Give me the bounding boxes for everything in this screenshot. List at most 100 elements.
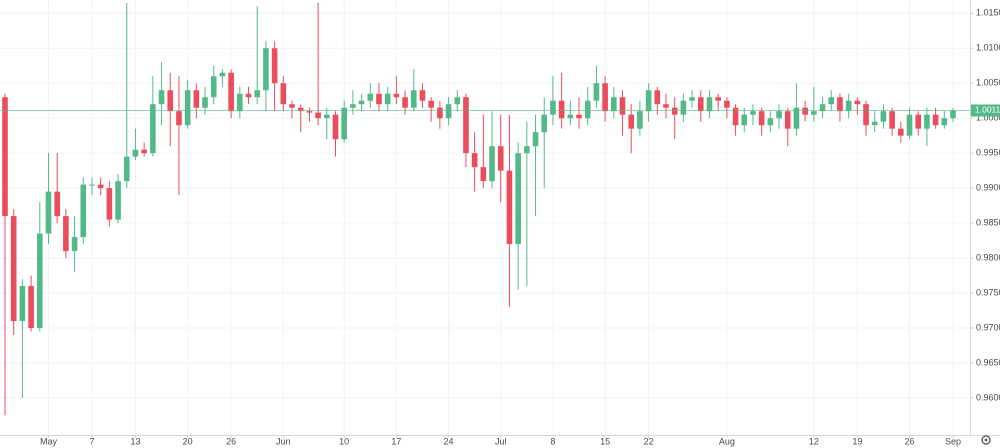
candle-body — [289, 104, 295, 108]
candle-body — [532, 132, 539, 147]
candle-body — [71, 237, 78, 252]
candle-body — [454, 97, 461, 105]
candle-body — [123, 156, 130, 182]
candle-body — [645, 90, 652, 112]
candle-body — [176, 111, 182, 126]
x-tick-label: 15 — [600, 436, 610, 446]
candle-body — [158, 90, 165, 105]
candle-body — [689, 97, 695, 101]
candle-body — [715, 97, 721, 101]
candle-body — [924, 114, 930, 129]
candle-body — [741, 114, 748, 126]
candle-body — [584, 100, 591, 119]
candle-body — [880, 111, 887, 122]
x-tick-label: 12 — [809, 436, 819, 446]
candle-body — [758, 111, 765, 126]
candle-body — [732, 107, 739, 126]
candle-body — [376, 93, 382, 105]
candle-body — [341, 107, 347, 140]
x-tick-label: Sep — [945, 436, 961, 446]
candle-body — [541, 114, 548, 133]
x-tick-label: 17 — [391, 436, 401, 446]
candle-body — [63, 216, 69, 252]
x-tick-label: 10 — [339, 436, 349, 446]
y-tick-label: 1.0150 — [976, 8, 1000, 18]
x-tick-label: Aug — [719, 436, 735, 446]
settings-icon[interactable] — [981, 435, 991, 445]
candle-body — [845, 100, 852, 112]
candle-body — [141, 149, 147, 154]
candle-body — [323, 114, 330, 119]
x-tick-label: 26 — [905, 436, 915, 446]
candle-body — [489, 146, 495, 182]
candle-body — [871, 121, 878, 126]
candle-body — [263, 48, 269, 91]
candle-body — [628, 114, 635, 129]
candle-body — [306, 111, 313, 113]
candle-body — [906, 114, 913, 136]
candle-body — [750, 111, 756, 115]
candle-body — [254, 90, 261, 98]
candle-body — [480, 167, 487, 182]
last-price-label: 1.0011 — [975, 105, 1000, 115]
candle-body — [228, 72, 234, 112]
candle-body — [471, 153, 478, 168]
candle-body — [350, 104, 356, 108]
candle-body — [567, 114, 574, 119]
candle-body — [428, 100, 434, 108]
candle-body — [767, 118, 774, 126]
candle-body — [445, 104, 452, 119]
candle-body — [2, 97, 8, 217]
x-tick-label: 7 — [89, 436, 94, 446]
candle-body — [219, 72, 226, 77]
candle-body — [297, 107, 304, 112]
x-tick-label: Jun — [276, 436, 291, 446]
candle-body — [654, 90, 661, 105]
candle-body — [576, 114, 582, 119]
candle-body — [463, 97, 469, 154]
x-tick-label: 19 — [852, 436, 862, 446]
candle-body — [515, 153, 521, 245]
candle-body — [550, 100, 556, 115]
candle-body — [524, 146, 530, 154]
candle-body — [10, 216, 17, 322]
candle-body — [706, 97, 713, 112]
candle-body — [680, 100, 687, 115]
x-tick-label: 24 — [444, 436, 454, 446]
candle-body — [828, 97, 835, 105]
candle-body — [497, 146, 504, 171]
candle-body — [150, 104, 156, 154]
candle-body — [837, 97, 843, 112]
candle-body — [358, 100, 365, 105]
candle-body — [697, 97, 704, 112]
y-tick-label: 1.0000 — [976, 113, 1000, 123]
x-tick-label: May — [40, 436, 58, 446]
candle-body — [941, 118, 948, 126]
candle-body — [97, 184, 104, 189]
candle-body — [419, 90, 426, 101]
candle-body — [915, 114, 922, 129]
candle-body — [863, 104, 869, 126]
candle-body — [184, 90, 191, 126]
candle-body — [410, 90, 417, 108]
y-tick-label: 1.0050 — [976, 78, 1000, 88]
candle-body — [506, 170, 513, 245]
candle-body — [637, 111, 643, 129]
x-tick-label: 26 — [226, 436, 236, 446]
candle-body — [45, 191, 52, 234]
candle-body — [384, 93, 391, 105]
candle-body — [332, 114, 339, 140]
candle-body — [802, 107, 808, 115]
candle-body — [367, 93, 374, 101]
candle-body — [271, 48, 278, 84]
candle-body — [36, 233, 43, 328]
candle-body — [80, 184, 87, 238]
gear-center — [984, 438, 988, 442]
